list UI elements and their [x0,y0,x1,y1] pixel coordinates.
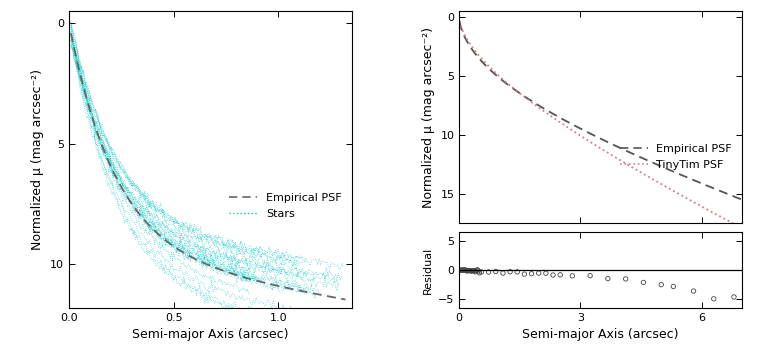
Point [490,268,502,274]
Y-axis label: Residual: Residual [422,246,432,294]
Legend: Empirical PSF, TinyTim PSF: Empirical PSF, TinyTim PSF [615,140,737,174]
Point [728,294,740,300]
Point [566,273,578,279]
Point [496,270,509,276]
Y-axis label: Normalized μ (mag arcsec⁻²): Normalized μ (mag arcsec⁻²) [422,26,435,208]
Point [466,268,478,274]
X-axis label: Semi-major Axis (arcsec): Semi-major Axis (arcsec) [132,328,288,341]
Y-axis label: Normalized μ (mag arcsec⁻²): Normalized μ (mag arcsec⁻²) [31,69,44,250]
Point [462,268,474,274]
Point [468,268,480,274]
Point [474,270,486,276]
Point [465,268,477,274]
Point [584,273,596,279]
Point [688,288,700,294]
Point [471,267,483,273]
Point [463,268,475,274]
Point [470,268,483,274]
Point [547,272,559,278]
Point [467,268,480,274]
Point [667,284,679,289]
Point [540,270,552,276]
Point [708,296,720,302]
Point [457,267,469,273]
Point [637,280,649,285]
Legend: Empirical PSF, Stars: Empirical PSF, Stars [225,189,346,223]
Point [454,267,466,273]
Point [460,267,472,273]
Point [554,272,566,278]
Point [475,269,487,275]
Point [511,269,523,275]
Point [456,267,468,273]
Point [455,267,467,273]
Point [459,267,471,273]
Point [532,270,545,276]
Point [526,271,538,277]
Point [504,269,516,275]
X-axis label: Semi-major Axis (arcsec): Semi-major Axis (arcsec) [522,328,679,341]
Point [655,282,667,287]
Point [469,269,481,275]
Point [472,268,484,274]
Point [458,267,470,273]
Point [464,268,477,274]
Point [518,271,530,277]
Point [602,276,614,281]
Point [620,276,632,282]
Point [483,269,495,275]
Point [461,268,474,274]
